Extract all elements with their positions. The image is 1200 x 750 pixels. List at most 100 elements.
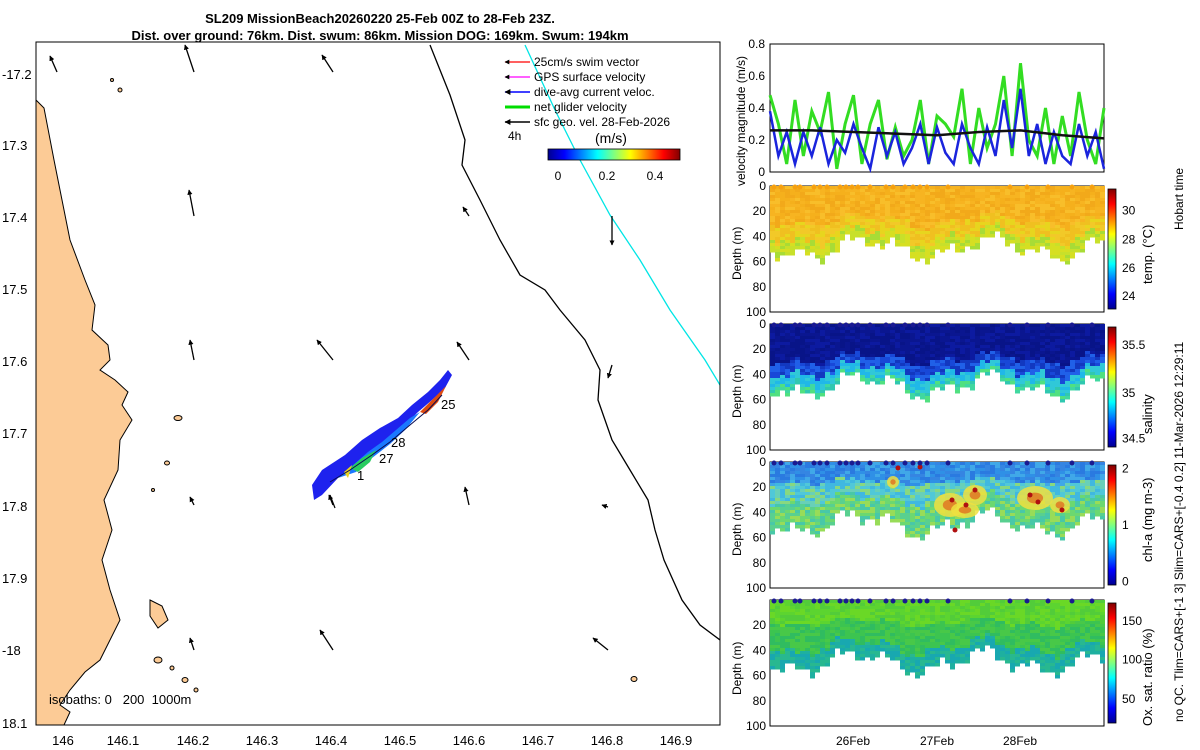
velocity-series-line xyxy=(770,129,1105,140)
map-ytick-label: 17.8 xyxy=(2,499,27,514)
section-ytick-label: 40 xyxy=(753,505,767,519)
section-ylabel-oxy: Depth (m) xyxy=(730,641,744,695)
surface-sample-dots xyxy=(771,598,1095,604)
map-ytick-label: 17.9 xyxy=(2,571,27,586)
section-ytick-label: 0 xyxy=(759,317,766,331)
map-xtick-label: 146.9 xyxy=(660,733,693,748)
map-xtick-label: 146.8 xyxy=(591,733,624,748)
section-ytick-label: 80 xyxy=(753,556,767,570)
surface-geostrophic-vectors xyxy=(49,44,615,651)
side-note-qc-info: no QC. Tlim=CARS+[-1 3] Slim=CARS+[-0.4 … xyxy=(1172,341,1186,722)
section-ytick-label: 20 xyxy=(753,480,767,494)
section-ytick-label: 100 xyxy=(746,305,766,319)
legend-net-glider-velocity: net glider velocity xyxy=(534,100,627,114)
map-colorbar-label: (m/s) xyxy=(595,130,627,146)
vel-ytick-label: 0.6 xyxy=(748,69,765,83)
isobath-1000m xyxy=(524,44,720,386)
section-heatmap-cells xyxy=(770,462,1105,541)
section-ytick-label: 40 xyxy=(753,229,767,243)
legend-sfc-geo-velocity: sfc geo. vel. 28-Feb-2026 xyxy=(534,115,670,129)
vel-ytick-label: 0.8 xyxy=(748,37,765,51)
map-xtick-label: 146.2 xyxy=(177,733,210,748)
figure-title-line2: Dist. over ground: 76km. Dist. swum: 86k… xyxy=(131,28,629,43)
section-cbar-tick: 28 xyxy=(1122,232,1136,246)
section-cbar-tick: 26 xyxy=(1122,261,1136,275)
map-xtick-label: 146.6 xyxy=(453,733,486,748)
velocity-series-line xyxy=(768,63,1106,170)
section-ytick-label: 20 xyxy=(753,204,767,218)
land-mass xyxy=(36,99,133,725)
velocity-panel: 0 0.2 0.4 0.6 0.8 xyxy=(748,37,1106,179)
map-y-ticks: -17.2 17.3 17.4 17.5 17.6 17.7 17.8 17.9… xyxy=(2,67,32,731)
map-colorbar xyxy=(547,148,681,161)
vel-ytick-label: 0.2 xyxy=(748,133,765,147)
map-x-ticks: 146 146.1 146.2 146.3 146.4 146.5 146.6 … xyxy=(52,733,692,748)
legend-swim-vector: 25cm/s swim vector xyxy=(534,55,639,69)
cbar-label-oxy: Ox. sat. ratio (%) xyxy=(1140,628,1155,726)
map-xtick-label: 146.5 xyxy=(384,733,417,748)
map-ytick-label: 17.3 xyxy=(2,138,27,153)
section-heatmap-cells xyxy=(770,324,1105,403)
time-tick-26feb: 26Feb xyxy=(836,734,870,748)
section-ytick-label: 100 xyxy=(746,719,766,733)
section-ytick-label: 80 xyxy=(753,418,767,432)
section-ytick-label: 0 xyxy=(759,455,766,469)
section-ytick-label: 80 xyxy=(753,694,767,708)
cbar-label-chl: chl-a (mg m-3) xyxy=(1140,477,1155,562)
section-cbar-tick: 30 xyxy=(1122,204,1136,218)
section-cbar-tick: 1 xyxy=(1122,518,1129,532)
map-xtick-label: 146.3 xyxy=(246,733,279,748)
section-ytick-label: 60 xyxy=(753,393,767,407)
map-colorbar-tick: 0 xyxy=(555,169,562,183)
section-cbar-tick: 100 xyxy=(1122,652,1142,666)
map-colorbar-tick: 0.2 xyxy=(599,169,616,183)
section-ytick-label: 100 xyxy=(746,443,766,457)
map-xtick-label: 146.1 xyxy=(107,733,140,748)
map-ytick-label: 17.5 xyxy=(2,282,27,297)
section-colorbar xyxy=(1107,326,1117,448)
section-colorbar xyxy=(1107,602,1117,724)
day-label-25: 25 xyxy=(441,397,455,412)
velocity-series-line xyxy=(768,88,1106,174)
legend-dive-avg-current: dive-avg current veloc. xyxy=(534,85,655,99)
section-ylabel-temp: Depth (m) xyxy=(730,226,744,280)
section-cbar-tick: 24 xyxy=(1122,289,1136,303)
day-label-1: 1 xyxy=(357,468,364,483)
map-xtick-label: 146 xyxy=(52,733,74,748)
map-ytick-label: 17.4 xyxy=(2,210,27,225)
section-ytick-label: 0 xyxy=(759,179,766,193)
glider-track xyxy=(312,370,452,509)
section-ytick-label: 20 xyxy=(753,618,767,632)
surface-sample-dots xyxy=(771,460,1095,466)
vel-ytick-label: 0.4 xyxy=(748,101,765,115)
section-cbar-tick: 35.5 xyxy=(1122,338,1146,352)
map-ytick-label: 18.1 xyxy=(2,716,27,731)
section-cbar-tick: 2 xyxy=(1122,462,1129,476)
section-ytick-label: 40 xyxy=(753,367,767,381)
cbar-label-salt: salinity xyxy=(1140,394,1155,434)
map-axes-box xyxy=(35,41,721,726)
section-panel-salt: 0 20 40 60 80 100 35.5 35 34.5 xyxy=(746,317,1146,457)
section-ytick-label: 60 xyxy=(753,531,767,545)
section-colorbar xyxy=(1107,464,1117,586)
section-ytick-label: 100 xyxy=(746,581,766,595)
section-cbar-tick: 34.5 xyxy=(1122,432,1146,446)
section-ytick-label: 40 xyxy=(753,643,767,657)
figure-title-line1: SL209 MissionBeach20260220 25-Feb 00Z to… xyxy=(205,11,555,26)
islands xyxy=(110,78,638,693)
velocity-ylabel: velocity magnitude (m/s) xyxy=(734,55,748,186)
cbar-label-temp: temp. (°C) xyxy=(1140,224,1155,284)
section-cbar-tick: 50 xyxy=(1122,692,1136,706)
section-ytick-label: 80 xyxy=(753,280,767,294)
map-colorbar-tick: 0.4 xyxy=(647,169,664,183)
legend-time-step: 4h xyxy=(508,129,521,143)
section-x-ticks: 26Feb 27Feb 28Feb xyxy=(836,734,1037,748)
legend-gps-velocity: GPS surface velocity xyxy=(534,70,645,84)
section-ytick-label: 20 xyxy=(753,342,767,356)
section-ylabel-chl: Depth (m) xyxy=(730,502,744,556)
day-label-28: 28 xyxy=(391,435,405,450)
day-label-27: 27 xyxy=(379,451,393,466)
velocity-axes-box xyxy=(769,43,1105,173)
time-tick-27feb: 27Feb xyxy=(920,734,954,748)
